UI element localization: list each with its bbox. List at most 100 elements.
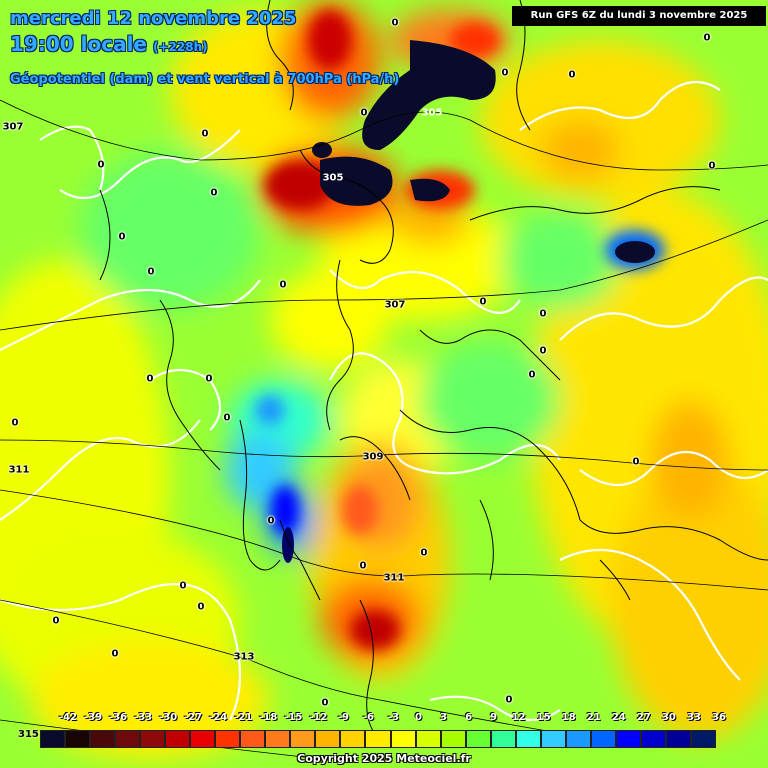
geopotential-label: 305	[421, 107, 443, 119]
legend-swatch	[65, 730, 91, 748]
isoline-zero-label: 0	[201, 128, 209, 140]
strong-ascent-cores	[282, 40, 655, 563]
legend-tick-label: 12	[511, 712, 526, 723]
isoline-zero-label: 0	[97, 159, 105, 171]
isoline-zero-label: 0	[420, 547, 428, 559]
legend-tick-label: 24	[611, 712, 626, 723]
legend-swatch	[365, 730, 391, 748]
geopotential-label: 311	[383, 572, 405, 584]
legend-tick-label: 6	[465, 712, 473, 723]
legend-swatch	[115, 730, 141, 748]
geopotential-label: 307	[384, 299, 406, 311]
legend-tick-label: 33	[686, 712, 701, 723]
legend-tick-label: 9	[490, 712, 498, 723]
coastlines	[99, 0, 768, 741]
lead-time: (+228h)	[153, 40, 208, 54]
field-cores	[255, 10, 665, 650]
legend-tick-label: -3	[387, 712, 400, 723]
legend-swatch	[565, 730, 591, 748]
color-legend	[40, 728, 716, 750]
isoline-zero-label: 0	[147, 266, 155, 278]
legend-swatch	[40, 730, 66, 748]
geopotential-label: 309	[362, 451, 384, 463]
isoline-zero-label: 0	[708, 160, 716, 172]
legend-swatch	[140, 730, 166, 748]
legend-swatch	[615, 730, 641, 748]
isoline-zero-label: 0	[52, 615, 60, 627]
isoline-zero-label: 0	[539, 345, 547, 357]
map-subtitle: Géopotentiel (dam) et vent vertical à 70…	[10, 72, 400, 87]
isoline-zero-label: 0	[321, 697, 329, 709]
legend-tick-label: -12	[309, 712, 328, 723]
legend-swatch	[215, 730, 241, 748]
legend-swatch	[290, 730, 316, 748]
legend-tick-label: -39	[83, 712, 103, 723]
legend-swatch	[590, 730, 616, 748]
legend-tick-label: -6	[362, 712, 374, 723]
legend-swatch	[240, 730, 266, 748]
legend-swatch	[490, 730, 516, 748]
legend-tick-label: 30	[661, 712, 676, 723]
legend-tick-label: -36	[109, 712, 128, 723]
isoline-zero-label: 0	[267, 515, 275, 527]
isoline-zero-label: 0	[703, 32, 711, 44]
legend-swatch	[265, 730, 291, 748]
geopotential-label: 313	[233, 651, 255, 663]
legend-tick-label: -42	[58, 712, 78, 723]
isoline-zero-label: 0	[179, 580, 187, 592]
forecast-time-value: 19:00 locale	[10, 32, 147, 56]
legend-tick-label: 36	[711, 712, 726, 723]
isoline-zero-label: 0	[205, 373, 213, 385]
legend-swatch	[465, 730, 491, 748]
legend-swatch	[665, 730, 691, 748]
legend-tick-label: -21	[234, 712, 253, 723]
legend-tick-label: -15	[284, 712, 303, 723]
legend-swatch	[190, 730, 216, 748]
legend-ticks: -42 -39 -36 -33 -30 -27 -24 -21 -18 -15 -12 -9 -6 -3 0…	[40, 712, 740, 726]
isoline-zero-label: 0	[197, 601, 205, 613]
isoline-zero-label: 0	[223, 412, 231, 424]
legend-swatch	[315, 730, 341, 748]
geopotential-label: 307	[2, 121, 24, 133]
legend-tick-label: 15	[536, 712, 551, 723]
isoline-zero-label: 0	[501, 67, 509, 79]
legend-tick-label: 3	[440, 712, 448, 723]
legend-tick-label: -18	[259, 712, 278, 723]
legend-tick-label: -30	[159, 712, 178, 723]
zero-isolines	[0, 80, 768, 721]
legend-tick-label: -33	[134, 712, 153, 723]
legend-tick-label: -27	[184, 712, 203, 723]
legend-tick-label: -9	[337, 712, 349, 723]
isoline-zero-label: 0	[479, 296, 487, 308]
geopotential-label: 311	[8, 464, 30, 476]
legend-swatch	[690, 730, 716, 748]
geopotential-label: 315	[18, 729, 39, 740]
copyright: Copyright 2025 Meteociel.fr	[297, 752, 471, 765]
legend-swatch	[440, 730, 466, 748]
legend-tick-label: 21	[586, 712, 601, 723]
isoline-zero-label: 0	[118, 231, 126, 243]
isoline-zero-label: 0	[505, 694, 513, 706]
legend-swatch	[340, 730, 366, 748]
isoline-zero-label: 0	[568, 69, 576, 81]
legend-swatch	[540, 730, 566, 748]
isoline-zero-label: 0	[528, 369, 536, 381]
isoline-zero-label: 0	[279, 279, 287, 291]
isoline-zero-label: 0	[11, 417, 19, 429]
legend-tick-label: -24	[209, 712, 228, 723]
isoline-zero-label: 0	[391, 17, 399, 29]
legend-tick-label: 0	[415, 712, 422, 723]
isoline-zero-label: 0	[539, 308, 547, 320]
geopotential-label: 305	[322, 172, 344, 184]
isoline-zero-label: 0	[632, 456, 640, 468]
isoline-zero-label: 0	[146, 373, 154, 385]
isoline-zero-label: 0	[359, 560, 367, 572]
forecast-time: 19:00 locale (+228h)	[10, 32, 208, 56]
legend-swatch	[640, 730, 666, 748]
isoline-zero-label: 0	[210, 187, 218, 199]
forecast-date: mercredi 12 novembre 2025	[10, 8, 297, 29]
legend-tick-label: 27	[636, 712, 651, 723]
